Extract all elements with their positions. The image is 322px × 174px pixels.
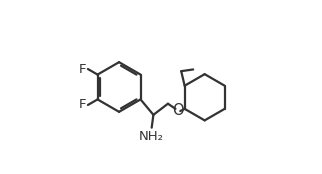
Text: NH₂: NH₂ [139, 130, 164, 143]
Text: F: F [79, 98, 87, 112]
Text: F: F [79, 62, 87, 76]
Text: O: O [172, 103, 184, 118]
